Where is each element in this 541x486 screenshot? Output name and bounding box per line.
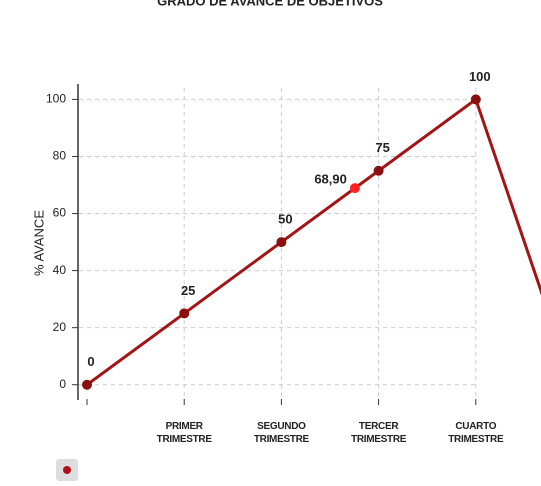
- point: [373, 165, 384, 176]
- y-axis-label: % AVANCE: [31, 210, 46, 276]
- x-tick-label: SEGUNDO TRIMESTRE: [253, 421, 309, 445]
- series-line: [86, 96, 541, 386]
- value-label: 0: [87, 354, 94, 369]
- value-label: 100: [469, 69, 491, 84]
- value-label: 25: [181, 283, 195, 298]
- y-tick-label: 60: [53, 206, 67, 220]
- x-tick-label: TERCER TRIMESTRE: [351, 421, 407, 445]
- x-tick-label: PRIMER TRIMESTRE: [156, 421, 212, 445]
- value-label: 50: [278, 212, 292, 227]
- highlight-point: [349, 183, 360, 194]
- point: [276, 237, 287, 248]
- y-tick-label: 80: [53, 149, 67, 163]
- point: [82, 379, 92, 390]
- y-tick-label: 0: [59, 377, 66, 391]
- y-tick-label: 40: [53, 263, 67, 277]
- value-label: 75: [375, 140, 389, 155]
- point: [179, 308, 190, 319]
- x-tick-label: CUARTO TRIMESTRE: [448, 421, 504, 445]
- chart-title: GRADO DE AVANCE DE OBJETIVOS: [157, 0, 383, 8]
- highlight-label: 68,90: [314, 172, 347, 187]
- legend-marker: [63, 466, 71, 474]
- point: [470, 94, 481, 105]
- y-tick-label: 20: [53, 320, 67, 334]
- y-tick-label: 100: [46, 92, 66, 106]
